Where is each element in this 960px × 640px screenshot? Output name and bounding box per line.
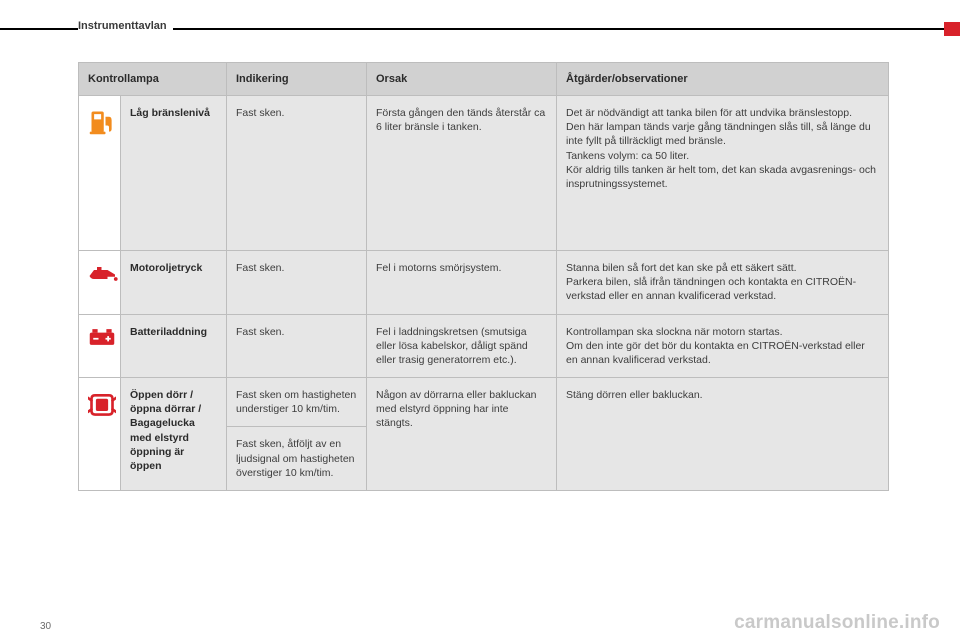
table-row: Batteriladdning Fast sken. Fel i laddnin… [79, 314, 889, 378]
row-actions: Stäng dörren eller bakluckan. [557, 378, 889, 491]
row-name-text: Låg bränslenivå [130, 107, 210, 119]
icon-cell [79, 378, 121, 491]
row-actions: Kontrollampan ska slockna när motorn sta… [557, 314, 889, 378]
row-indication: Fast sken. [227, 314, 367, 378]
table-row: Öppen dörr / öppna dörrar / Bagagelucka … [79, 378, 889, 427]
row-name: Låg bränslenivå [121, 96, 227, 251]
col-actions: Åtgärder/observationer [557, 63, 889, 96]
manual-page: Instrumenttavlan Kontrollampa Indikering… [0, 0, 960, 640]
oil-can-icon [88, 263, 118, 283]
table-row: Låg bränslenivå Fast sken. Första gången… [79, 96, 889, 251]
row-indication: Fast sken. [227, 251, 367, 315]
icon-cell [79, 251, 121, 315]
row-actions: Stanna bilen så fort det kan ske på ett … [557, 251, 889, 315]
row-name: Motoroljetryck [121, 251, 227, 315]
row-cause: Någon av dörrarna eller bakluckan med el… [367, 378, 557, 491]
table-row: Motoroljetryck Fast sken. Fel i motorns … [79, 251, 889, 315]
warning-lamps-table: Kontrollampa Indikering Orsak Åtgärder/o… [78, 62, 889, 491]
row-name: Öppen dörr / öppna dörrar / Bagagelucka … [121, 378, 227, 491]
row-cause: Första gången den tänds återstår ca 6 li… [367, 96, 557, 251]
section-title: Instrumenttavlan [78, 20, 173, 32]
icon-cell [79, 314, 121, 378]
row-actions: Det är nödvändigt att tanka bilen för at… [557, 96, 889, 251]
icon-cell [79, 96, 121, 251]
row-cause: Fel i motorns smörjsystem. [367, 251, 557, 315]
row-indication: Fast sken, åtföljt av en ljudsignal om h… [227, 427, 367, 491]
fuel-pump-icon [88, 108, 116, 136]
row-name-text: Batteriladdning [130, 326, 207, 338]
top-accent [944, 22, 960, 36]
col-indication: Indikering [227, 63, 367, 96]
row-indication: Fast sken. [227, 96, 367, 251]
door-open-icon [88, 390, 116, 418]
row-indication: Fast sken om hastigheten understiger 10 … [227, 378, 367, 427]
col-cause: Orsak [367, 63, 557, 96]
row-name-text: Öppen dörr / öppna dörrar / Bagagelucka … [130, 389, 201, 472]
row-name: Batteriladdning [121, 314, 227, 378]
watermark: carmanualsonline.info [734, 612, 940, 634]
page-number: 30 [40, 621, 51, 632]
battery-icon [88, 327, 116, 347]
row-name-text: Motoroljetryck [130, 262, 202, 274]
row-cause: Fel i laddningskretsen (smutsiga eller l… [367, 314, 557, 378]
table-header-row: Kontrollampa Indikering Orsak Åtgärder/o… [79, 63, 889, 96]
col-lamp: Kontrollampa [79, 63, 227, 96]
